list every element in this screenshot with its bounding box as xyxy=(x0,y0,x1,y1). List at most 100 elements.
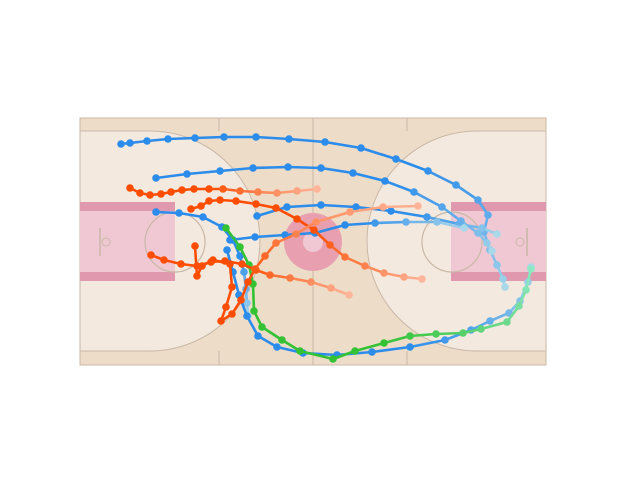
player-track xyxy=(187,196,426,283)
track-point xyxy=(205,197,213,205)
track-point xyxy=(493,261,501,269)
track-point xyxy=(341,221,349,229)
left-paint-edge-bottom xyxy=(80,272,175,281)
track-point xyxy=(361,262,369,270)
track-point xyxy=(252,133,260,141)
track-point xyxy=(441,336,449,344)
track-point xyxy=(243,299,251,307)
left-hoop xyxy=(101,237,111,247)
track-point xyxy=(228,283,236,291)
track-point xyxy=(152,208,160,216)
track-point xyxy=(418,275,426,283)
track-point xyxy=(126,139,134,147)
track-point xyxy=(216,167,224,175)
track-point xyxy=(406,332,414,340)
track-point xyxy=(152,174,160,182)
track-point xyxy=(272,204,280,212)
track-point xyxy=(327,284,335,292)
track-segment xyxy=(351,171,387,183)
track-point xyxy=(167,188,175,196)
player-track xyxy=(126,184,321,199)
track-point xyxy=(177,260,185,268)
track-segment xyxy=(193,135,226,140)
track-point xyxy=(402,218,410,226)
track-point xyxy=(243,312,251,320)
track-segment xyxy=(440,205,463,223)
track-point xyxy=(392,155,400,163)
track-point xyxy=(240,268,248,276)
track-point xyxy=(410,188,418,196)
track-point xyxy=(198,262,206,270)
track-point xyxy=(522,286,530,294)
track-point xyxy=(284,163,292,171)
track-segment xyxy=(255,205,289,218)
track-point xyxy=(387,207,395,215)
track-point xyxy=(488,247,496,255)
track-point xyxy=(380,339,388,347)
track-segment xyxy=(251,282,256,313)
track-point xyxy=(478,224,486,232)
track-segment xyxy=(319,203,358,209)
track-point xyxy=(527,265,535,273)
track-point xyxy=(326,241,334,249)
track-point xyxy=(379,203,387,211)
track-segment xyxy=(260,325,284,342)
track-point xyxy=(236,187,244,195)
track-segment xyxy=(383,179,416,194)
track-segment xyxy=(154,172,189,180)
track-point xyxy=(232,197,240,205)
track-point xyxy=(223,246,231,254)
track-segment xyxy=(434,331,465,336)
track-point xyxy=(459,329,467,337)
track-point xyxy=(147,251,155,259)
track-point xyxy=(278,336,286,344)
track-point xyxy=(484,211,492,219)
track-segment xyxy=(454,183,480,202)
track-point xyxy=(433,218,441,226)
track-point xyxy=(371,219,379,227)
track-point xyxy=(205,185,213,193)
track-segment xyxy=(283,231,317,237)
track-point xyxy=(423,213,431,221)
left-paint xyxy=(80,202,175,281)
track-segment xyxy=(394,157,430,173)
track-point xyxy=(503,318,511,326)
track-segment xyxy=(154,210,181,215)
player-track xyxy=(191,202,422,325)
track-point xyxy=(283,203,291,211)
track-point xyxy=(321,138,329,146)
player-track xyxy=(117,133,509,291)
track-point xyxy=(341,253,349,261)
track-point xyxy=(136,189,144,197)
track-point xyxy=(190,185,198,193)
track-segment xyxy=(245,314,260,338)
track-segment xyxy=(228,262,234,289)
track-point xyxy=(228,310,236,318)
track-point xyxy=(254,332,262,340)
track-segment xyxy=(435,220,466,230)
track-point xyxy=(292,230,300,238)
track-point xyxy=(381,177,389,185)
track-point xyxy=(222,303,230,311)
track-point xyxy=(217,317,225,325)
track-segment xyxy=(381,204,420,209)
track-point xyxy=(254,188,262,196)
track-segment xyxy=(412,190,444,209)
right-paint-edge-top xyxy=(451,202,546,211)
track-point xyxy=(286,274,294,282)
track-point xyxy=(406,343,414,351)
track-segment xyxy=(274,206,299,221)
track-segment xyxy=(285,203,323,209)
track-point xyxy=(249,164,257,172)
track-point xyxy=(157,190,165,198)
track-point xyxy=(307,278,315,286)
track-point xyxy=(317,201,325,209)
track-segment xyxy=(426,169,458,187)
track-point xyxy=(357,144,365,152)
track-point xyxy=(432,330,440,338)
track-point xyxy=(266,271,274,279)
track-point xyxy=(483,239,491,247)
player-track xyxy=(152,163,496,255)
track-point xyxy=(438,203,446,211)
